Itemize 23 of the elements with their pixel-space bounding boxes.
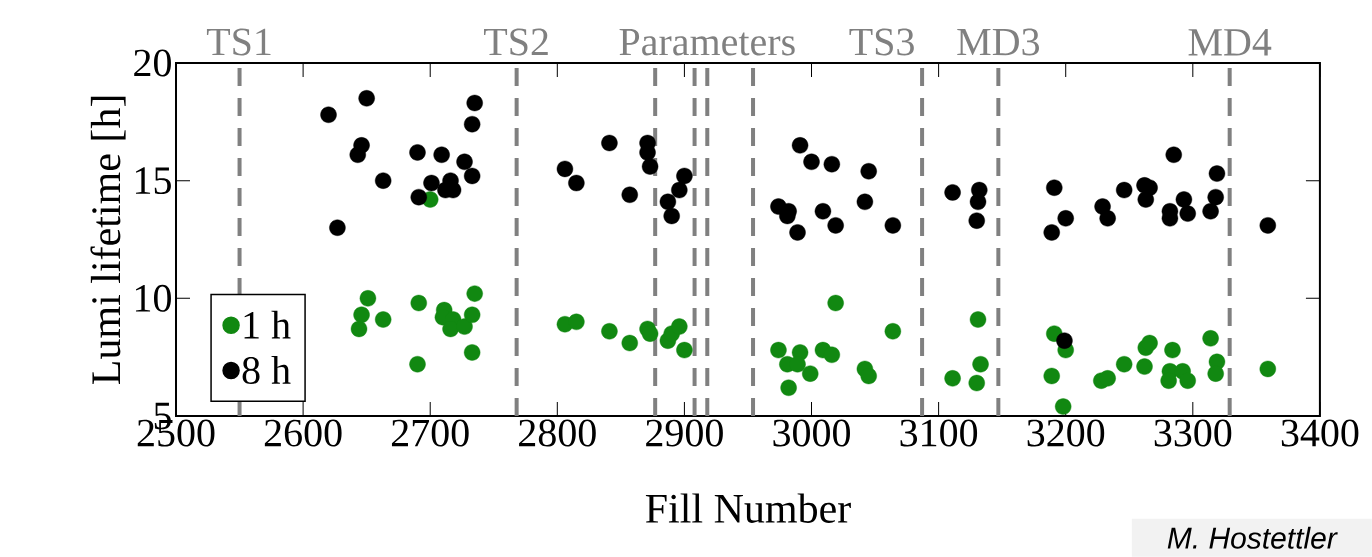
y-tick-label: 10 bbox=[135, 284, 171, 312]
x-axis-title: Fill Number bbox=[645, 493, 851, 523]
legend-label: 1 h bbox=[244, 310, 291, 339]
x-tick-label: 3200 bbox=[1027, 419, 1105, 447]
ref-line-label: Parameters bbox=[619, 28, 795, 56]
x-tick-label: 2700 bbox=[391, 419, 469, 447]
x-tick-label: 3000 bbox=[773, 419, 850, 447]
ref-line-label: MD4 bbox=[1188, 29, 1272, 56]
y-tick-label: 20 bbox=[134, 49, 171, 77]
ref-line-label: MD3 bbox=[957, 28, 1039, 56]
y-tick-label: 15 bbox=[135, 167, 171, 195]
x-tick-label: 2600 bbox=[264, 419, 342, 447]
ref-line-label: TS2 bbox=[484, 28, 548, 56]
ref-line-label: TS3 bbox=[849, 28, 914, 56]
x-tick-label: 3300 bbox=[1154, 419, 1232, 447]
ref-line-label: TS1 bbox=[206, 28, 271, 56]
x-tick-label: 2900 bbox=[646, 419, 723, 447]
y-axis-title: Lumi lifetime [h] bbox=[90, 96, 126, 385]
x-tick-label: 3100 bbox=[900, 419, 978, 447]
x-tick-label: 2800 bbox=[519, 419, 596, 447]
x-tick-label: 3400 bbox=[1281, 419, 1359, 447]
legend-label: 8 h bbox=[242, 355, 291, 385]
text: M. Hostettler bbox=[1167, 526, 1338, 549]
